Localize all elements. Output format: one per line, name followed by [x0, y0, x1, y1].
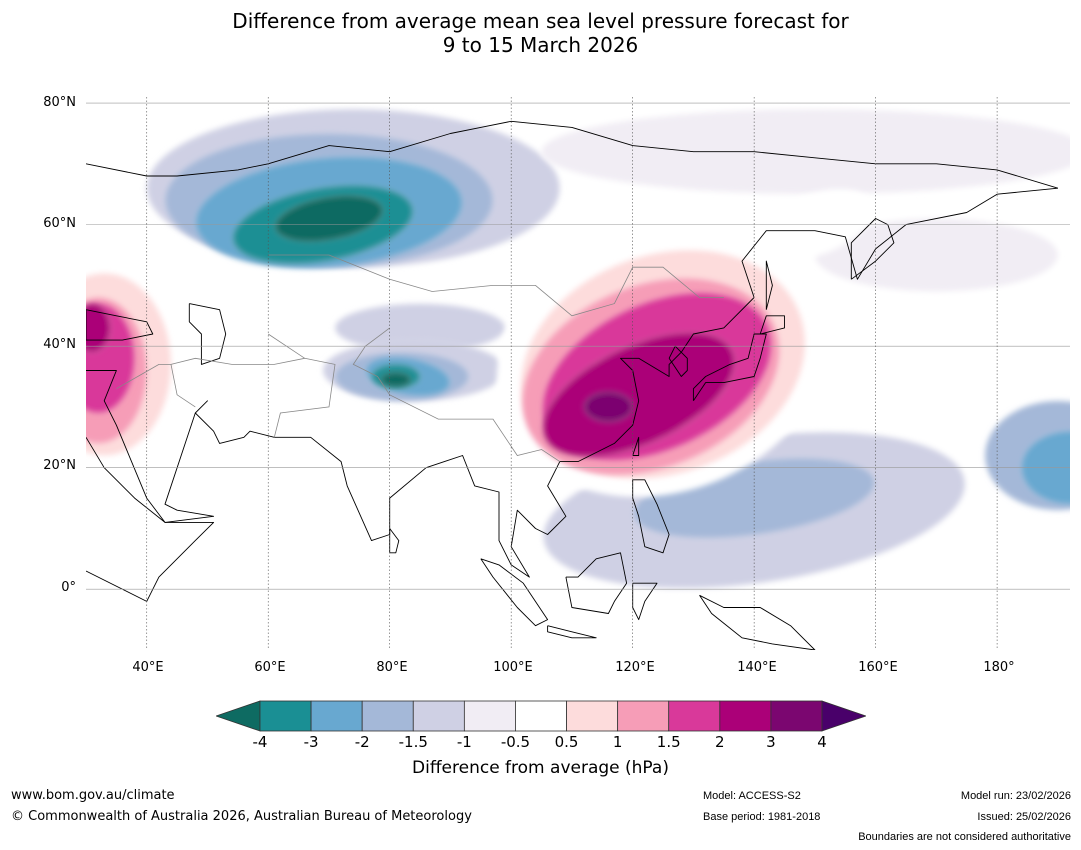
- colorbar-label: 3: [766, 733, 776, 751]
- colorbar-label: 1.5: [656, 733, 681, 751]
- map-canvas: [86, 97, 1070, 650]
- colorbar-label: -1: [456, 733, 472, 751]
- lon-label-40e: 40°E: [132, 660, 164, 675]
- lat-label-40n: 40°N: [43, 337, 76, 352]
- lon-label-60e: 60°E: [254, 660, 286, 675]
- colorbar-label: -3: [303, 733, 319, 751]
- colorbar: [216, 700, 866, 732]
- footer-url[interactable]: www.bom.gov.au/climate: [11, 788, 175, 803]
- colorbar-label: 0.5: [554, 733, 579, 751]
- anomaly-shading: [86, 108, 1070, 650]
- footer-base-period: Base period: 1981-2018: [703, 811, 821, 823]
- chart-title-line2: 9 to 15 March 2026: [442, 33, 639, 57]
- colorbar-label: 4: [817, 733, 827, 751]
- colorbar-segment: [216, 700, 261, 732]
- footer-issued: Issued: 25/02/2026: [977, 811, 1071, 823]
- colorbar-segment: [361, 700, 414, 732]
- colorbar-segment: [719, 700, 772, 732]
- chart-title-line1: Difference from average mean sea level p…: [232, 9, 849, 33]
- colorbar-title: Difference from average (hPa): [412, 758, 669, 778]
- lon-label-120e: 120°E: [615, 660, 655, 675]
- pressure-anomaly-map: [86, 97, 1070, 650]
- footer-model-run: Model run: 23/02/2026: [960, 790, 1071, 802]
- colorbar-segment: [770, 700, 823, 732]
- colorbar-segment: [259, 700, 312, 732]
- lat-label-0: 0°: [61, 580, 76, 595]
- colorbar-segment: [617, 700, 670, 732]
- lon-label-180: 180°: [983, 660, 1015, 675]
- lon-label-100e: 100°E: [493, 660, 533, 675]
- colorbar-segment: [310, 700, 363, 732]
- footer-copyright: © Commonwealth of Australia 2026, Austra…: [11, 809, 472, 824]
- colorbar-label: -4: [252, 733, 268, 751]
- lat-label-80n: 80°N: [43, 95, 76, 110]
- lon-label-160e: 160°E: [858, 660, 898, 675]
- colorbar-segment: [668, 700, 721, 732]
- colorbar-segment: [515, 700, 567, 732]
- colorbar-segment: [821, 700, 866, 732]
- colorbar-label: -2: [354, 733, 370, 751]
- colorbar-segment: [566, 700, 619, 732]
- colorbar-segment: [463, 700, 516, 732]
- colorbar-label: 1: [612, 733, 623, 751]
- colorbar-label: -1.5: [398, 733, 428, 751]
- lat-label-20n: 20°N: [43, 458, 76, 473]
- footer-disclaimer: Boundaries are not considered authoritat…: [858, 831, 1071, 843]
- colorbar-label: 2: [715, 733, 725, 751]
- lat-label-60n: 60°N: [43, 216, 76, 231]
- lon-label-140e: 140°E: [737, 660, 777, 675]
- footer-model: Model: ACCESS-S2: [703, 790, 801, 802]
- colorbar-segment: [412, 700, 465, 732]
- lon-label-80e: 80°E: [376, 660, 408, 675]
- graticule: [86, 97, 1070, 650]
- colorbar-label: -0.5: [500, 733, 531, 751]
